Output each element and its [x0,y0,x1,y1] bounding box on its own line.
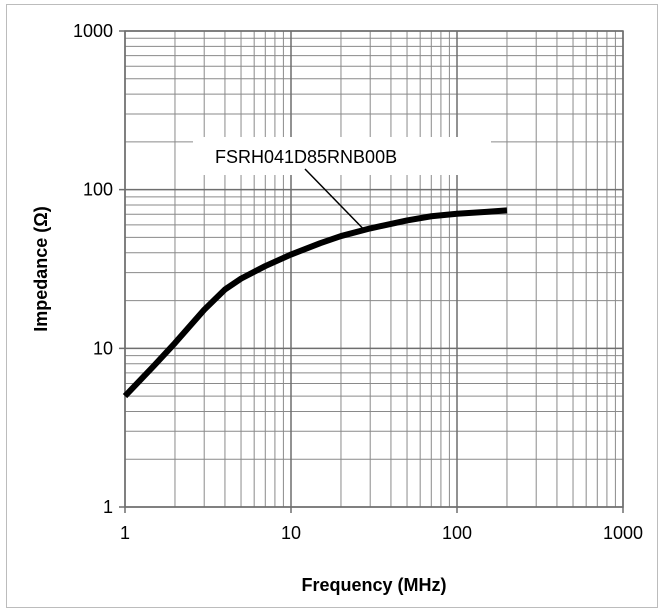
x-axis-ticks: 1 10 100 1000 [120,523,643,543]
annotation-leader-line [304,168,366,232]
y-axis-ticks: 1 10 100 1000 [73,21,113,517]
grid [119,30,624,513]
annotation-box [193,137,491,175]
series [122,207,508,399]
chart-frame: 1 10 100 1000 1 10 100 1000 Frequency (MHz) Im… [6,4,658,608]
impedance-chart: 1 10 100 1000 1 10 100 1000 Frequency (MHz) Im… [31,21,643,595]
annotations: FSRH041D85RNB00B [193,137,491,232]
y-tick-label: 1 [103,497,113,517]
x-tick-label: 1 [120,523,130,543]
y-tick-label: 100 [83,180,113,200]
plot-area [124,30,624,508]
series-line [122,207,508,399]
annotation-label: FSRH041D85RNB00B [215,147,397,167]
y-tick-label: 10 [93,338,113,358]
plot-area-border [124,30,624,508]
y-tick-label: 1000 [73,21,113,41]
x-tick-label: 1000 [603,523,643,543]
x-axis-title: Frequency (MHz) [301,575,446,595]
y-axis-title: Impedance (Ω) [31,206,51,331]
x-tick-label: 100 [442,523,472,543]
x-tick-label: 10 [281,523,301,543]
